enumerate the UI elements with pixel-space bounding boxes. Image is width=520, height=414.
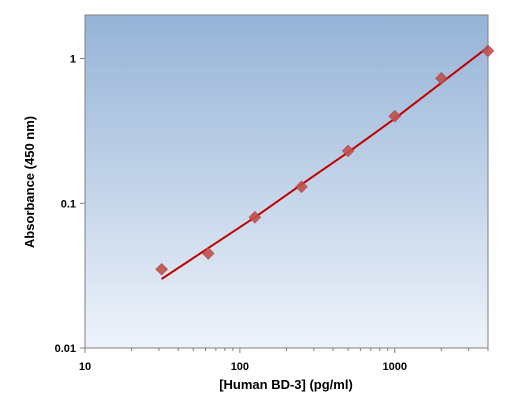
y-axis: 0.01 0.1 1 [55, 54, 85, 355]
data-point [435, 71, 448, 85]
data-point [481, 44, 495, 58]
y-axis-title: Absorbance (450 nm) [22, 116, 37, 248]
plot-area [84, 14, 489, 349]
y-tick-label: 1 [70, 54, 76, 66]
x-axis: 10 100 1000 [79, 348, 489, 373]
fit-curve [161, 46, 489, 280]
data-point [341, 144, 355, 158]
series-layer [155, 44, 495, 280]
data-point [201, 247, 215, 260]
data-point [155, 262, 168, 276]
data-point [388, 109, 402, 123]
data-point [295, 180, 308, 194]
x-tick-label: 10 [79, 361, 91, 373]
data-point [248, 210, 262, 224]
x-axis-title: [Human BD-3] (pg/ml) [219, 377, 353, 392]
x-tick-label: 100 [231, 361, 249, 373]
x-tick-label: 1000 [383, 361, 407, 373]
y-tick-label: 0.1 [61, 198, 76, 210]
y-tick-label: 0.01 [55, 343, 76, 355]
